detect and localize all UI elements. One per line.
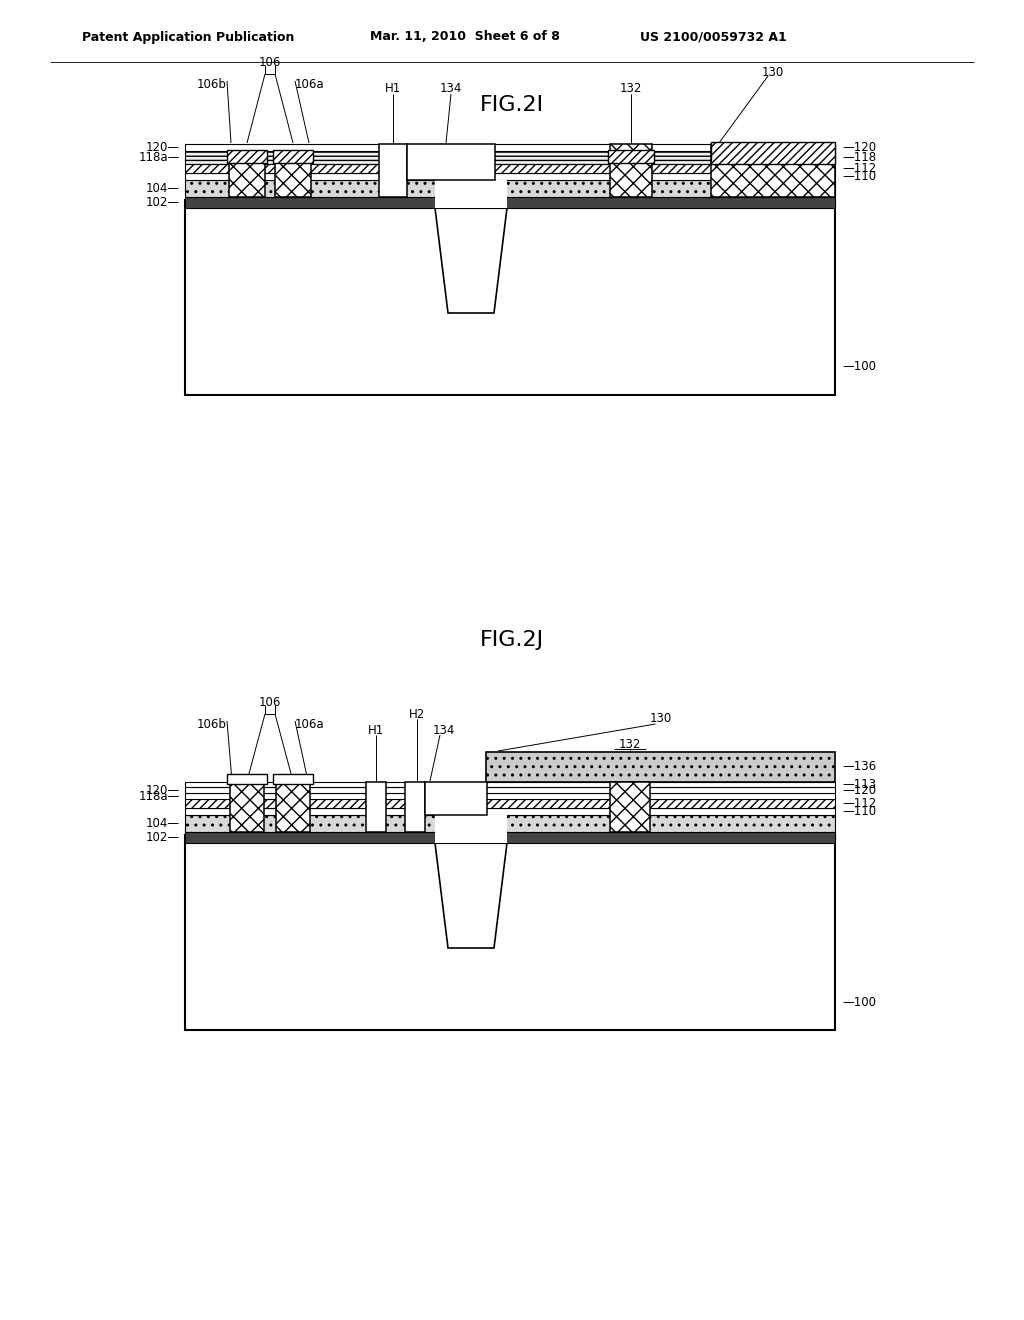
Text: 132: 132 xyxy=(618,738,641,751)
Bar xyxy=(185,793,835,799)
Bar xyxy=(185,787,835,793)
Bar xyxy=(185,836,835,1030)
Bar xyxy=(273,150,313,162)
Text: —112: —112 xyxy=(842,162,877,176)
Bar xyxy=(185,173,835,180)
Text: —120: —120 xyxy=(842,141,877,154)
Bar xyxy=(379,144,407,197)
Bar xyxy=(435,814,507,832)
Text: 104—: 104— xyxy=(145,182,180,195)
Text: US 2100/0059732 A1: US 2100/0059732 A1 xyxy=(640,30,786,44)
Bar xyxy=(185,201,835,395)
Text: Patent Application Publication: Patent Application Publication xyxy=(82,30,294,44)
Bar xyxy=(608,150,654,162)
Bar xyxy=(229,150,265,197)
Bar xyxy=(185,150,835,164)
Bar xyxy=(366,781,386,832)
Text: 120—: 120— xyxy=(145,141,180,154)
Bar xyxy=(425,781,487,814)
Text: 102—: 102— xyxy=(145,195,180,209)
Bar xyxy=(435,832,507,843)
Text: FIG.2I: FIG.2I xyxy=(480,95,544,115)
Text: FIG.2J: FIG.2J xyxy=(480,630,544,649)
Text: 104—: 104— xyxy=(145,817,180,830)
Bar xyxy=(711,144,835,197)
Text: 106: 106 xyxy=(259,55,282,69)
Bar xyxy=(435,197,507,209)
Bar xyxy=(185,180,835,197)
Text: H1: H1 xyxy=(368,723,384,737)
Text: Mar. 11, 2010  Sheet 6 of 8: Mar. 11, 2010 Sheet 6 of 8 xyxy=(370,30,560,44)
Text: 118a—: 118a— xyxy=(138,150,180,164)
Bar xyxy=(610,781,650,832)
Text: —110: —110 xyxy=(842,805,877,818)
Text: —136: —136 xyxy=(842,760,877,774)
Text: 120—: 120— xyxy=(145,784,180,796)
Bar xyxy=(230,781,264,832)
Text: 106b: 106b xyxy=(198,718,227,730)
Text: 134: 134 xyxy=(440,82,462,95)
Text: 106a: 106a xyxy=(295,78,325,91)
Text: —113: —113 xyxy=(842,777,877,791)
Text: —118: —118 xyxy=(842,150,877,164)
Text: 130: 130 xyxy=(649,713,672,726)
Text: 134: 134 xyxy=(433,723,456,737)
Text: 130: 130 xyxy=(762,66,784,78)
Bar xyxy=(275,150,311,197)
Text: 132: 132 xyxy=(620,82,642,95)
Text: 102—: 102— xyxy=(145,832,180,843)
Text: H1: H1 xyxy=(385,82,401,95)
Bar xyxy=(406,781,425,832)
Bar xyxy=(407,144,495,180)
Text: —112: —112 xyxy=(842,797,877,810)
Bar xyxy=(273,774,313,784)
Bar xyxy=(185,164,835,173)
Bar xyxy=(435,180,507,197)
Bar xyxy=(185,197,835,209)
Bar xyxy=(227,150,267,162)
Polygon shape xyxy=(435,843,507,948)
Text: 118a—: 118a— xyxy=(138,789,180,803)
Bar xyxy=(711,143,835,164)
Bar xyxy=(185,808,835,814)
Text: 106a: 106a xyxy=(295,718,325,730)
Bar xyxy=(610,144,652,197)
Text: —100: —100 xyxy=(842,360,876,374)
Bar xyxy=(185,814,835,832)
Bar xyxy=(185,799,835,808)
Text: 106: 106 xyxy=(259,696,282,709)
Bar xyxy=(185,781,835,787)
Text: —100: —100 xyxy=(842,995,876,1008)
Text: —120: —120 xyxy=(842,784,877,796)
Bar xyxy=(185,832,835,843)
Text: —110: —110 xyxy=(842,170,877,183)
Bar xyxy=(486,752,835,781)
Polygon shape xyxy=(435,209,507,313)
Bar xyxy=(227,774,267,784)
Bar xyxy=(185,144,835,150)
Text: 106b: 106b xyxy=(198,78,227,91)
Text: H2: H2 xyxy=(409,708,425,721)
Bar xyxy=(276,781,310,832)
